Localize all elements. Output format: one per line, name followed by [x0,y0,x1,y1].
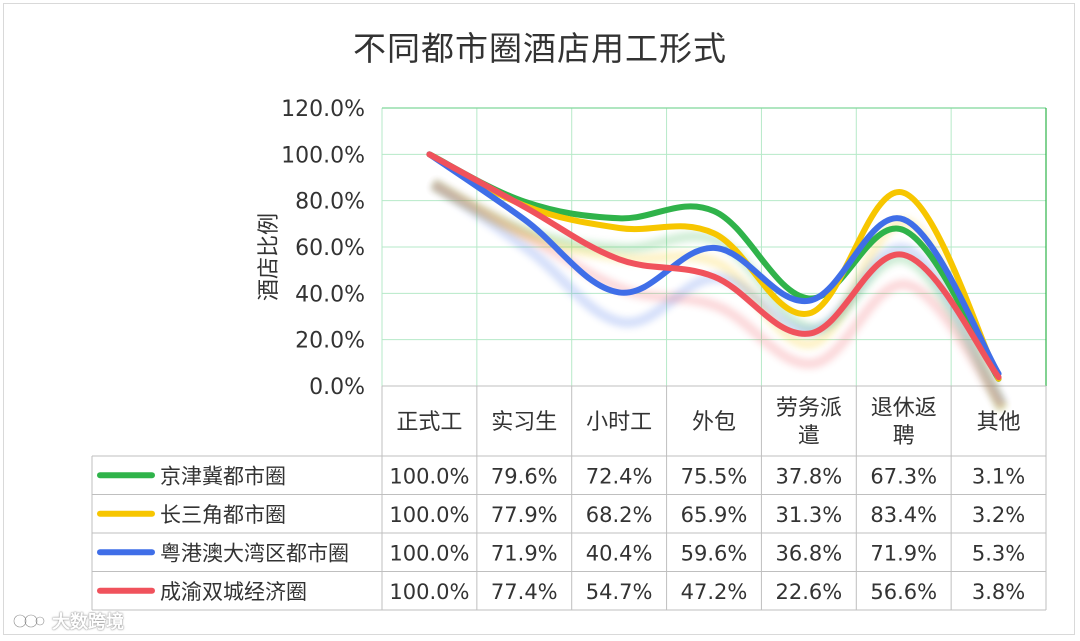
series-line [426,151,1002,377]
y-tick-label: 0.0% [309,375,365,400]
table-value-cell: 3.8% [972,580,1025,604]
table-value-cell: 56.6% [870,580,937,604]
table-value-cell: 100.0% [389,580,469,604]
watermark-logo-icon [12,613,46,629]
watermark-text: 大数跨境 [52,612,124,633]
table-value-cell: 59.6% [681,541,748,565]
series-shadow-line [431,179,1007,411]
table-value-cell: 77.9% [491,503,558,527]
y-tick-label: 20.0% [295,329,365,354]
legend-series-name: 粤港澳大湾区都市圈 [160,541,349,565]
legend-series-name: 长三角都市圈 [160,503,286,527]
chart-title: 不同都市圈酒店用工形式 [353,29,727,68]
table-value-cell: 37.8% [775,464,842,488]
x-category-label: 劳务派 [776,396,842,421]
table-value-cell: 83.4% [870,503,937,527]
table-value-cell: 36.8% [775,541,842,565]
x-category-label: 遣 [798,424,820,449]
table-value-cell: 100.0% [389,464,469,488]
table-value-cell: 22.6% [775,580,842,604]
table-value-cell: 3.2% [972,503,1025,527]
x-category-label: 退休返 [871,396,937,421]
series-shadow-line [430,180,1007,407]
table-value-cell: 100.0% [389,503,469,527]
chart-frame [3,3,1075,635]
y-tick-label: 100.0% [281,143,365,168]
x-category-label: 小时工 [586,410,652,435]
table-value-cell: 100.0% [389,541,469,565]
table-value-cell: 65.9% [681,503,748,527]
table-value-cell: 77.4% [491,580,558,604]
x-category-label: 聘 [893,424,915,449]
table-value-cell: 40.4% [586,541,653,565]
table-value-cell: 71.9% [491,541,558,565]
x-category-label: 实习生 [491,410,557,435]
series-line [426,151,1002,382]
table-value-cell: 67.3% [870,464,937,488]
table-value-cell: 79.6% [491,464,558,488]
legend-series-name: 京津冀都市圈 [160,464,286,488]
y-tick-label: 80.0% [295,190,365,215]
table-value-cell: 71.9% [870,541,937,565]
x-category-label: 正式工 [396,410,462,435]
y-tick-label: 120.0% [281,97,365,122]
data-table [91,385,1047,611]
table-value-cell: 31.3% [775,503,842,527]
table-value-cell: 54.7% [586,580,653,604]
table-value-cell: 68.2% [586,503,653,527]
y-tick-label: 40.0% [295,282,365,307]
table-value-cell: 3.1% [972,464,1025,488]
y-tick-label: 60.0% [295,236,365,261]
y-axis-label: 酒店比例 [257,213,282,301]
table-value-cell: 5.3% [972,541,1025,565]
x-category-label: 外包 [692,410,736,435]
table-value-cell: 75.5% [681,464,748,488]
legend-series-name: 成渝双城经济圈 [160,580,307,604]
table-value-cell: 72.4% [586,464,653,488]
table-value-cell: 47.2% [681,580,748,604]
x-category-label: 其他 [977,410,1021,435]
series-line [426,151,1002,381]
watermark: 大数跨境 [12,607,124,635]
